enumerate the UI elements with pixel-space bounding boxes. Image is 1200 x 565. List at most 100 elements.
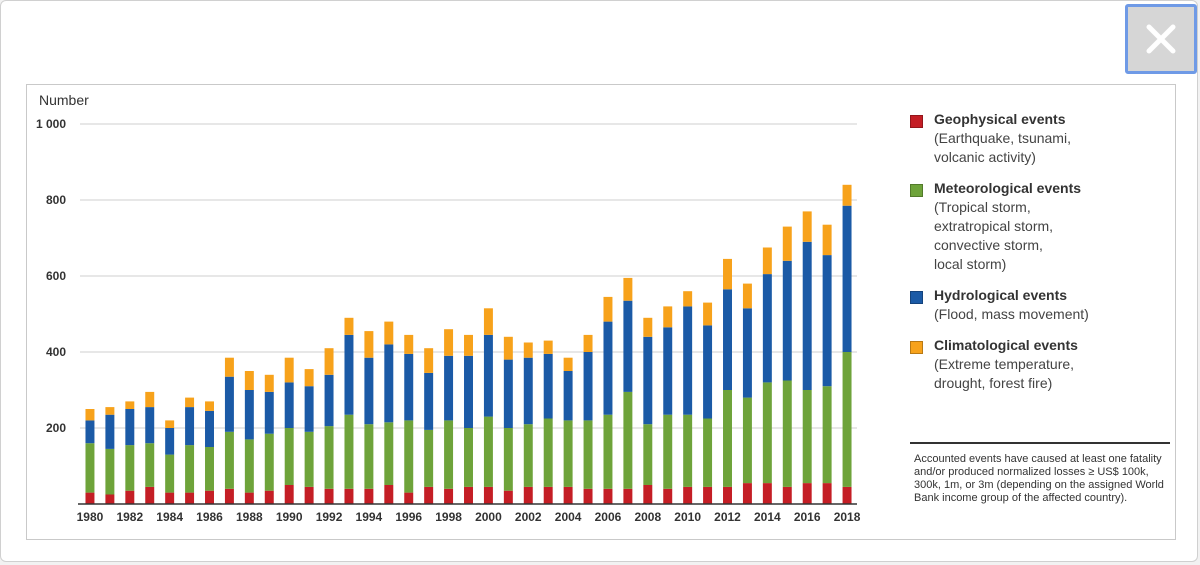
x-tick-label: 1986 bbox=[196, 510, 223, 524]
y-tick-label: 1 000 bbox=[36, 117, 66, 131]
bar-segment bbox=[683, 414, 693, 487]
legend-item-climatological: Climatological events (Extreme temperatu… bbox=[910, 336, 1170, 393]
bar-segment bbox=[264, 374, 274, 392]
bar-segment bbox=[842, 486, 852, 504]
bar-segment bbox=[842, 352, 852, 487]
bar-segment bbox=[304, 431, 314, 487]
y-axis-label: Number bbox=[39, 92, 89, 108]
bar-segment bbox=[205, 447, 214, 491]
legend-swatch-hydrological bbox=[910, 291, 923, 304]
x-tick-label: 1996 bbox=[395, 510, 422, 524]
bar-segment bbox=[703, 486, 713, 504]
bar-segment bbox=[105, 407, 115, 415]
bar-segment bbox=[583, 420, 593, 489]
bar-segment bbox=[165, 428, 175, 455]
y-tick-label: 400 bbox=[46, 345, 66, 359]
bar-segment bbox=[643, 485, 653, 504]
bar-segment bbox=[185, 445, 195, 493]
bar-segment bbox=[444, 329, 454, 356]
bar-segment bbox=[762, 274, 772, 383]
bar-segment bbox=[822, 483, 832, 504]
bar-segment bbox=[424, 486, 434, 504]
bar-segment bbox=[842, 184, 852, 206]
bar-segment bbox=[444, 420, 454, 489]
x-tick-label: 1984 bbox=[156, 510, 183, 524]
bar-segment bbox=[304, 369, 314, 387]
x-tick-label: 1994 bbox=[356, 510, 383, 524]
close-icon bbox=[1146, 24, 1176, 54]
bar-segment bbox=[85, 420, 95, 444]
bar-segment bbox=[185, 397, 195, 408]
bar-segment bbox=[344, 488, 354, 504]
x-tick-label: 2002 bbox=[515, 510, 542, 524]
legend-swatch-meteorological bbox=[910, 184, 923, 197]
bar-segment bbox=[742, 283, 752, 309]
bar-segment bbox=[483, 334, 493, 417]
bar-segment bbox=[543, 418, 553, 487]
bar-segment bbox=[304, 386, 314, 432]
bar-segment bbox=[623, 391, 633, 489]
bar-segment bbox=[643, 336, 653, 425]
bar-segment bbox=[723, 486, 732, 504]
x-tick-label: 2014 bbox=[754, 510, 781, 524]
bar-segment bbox=[464, 334, 473, 356]
chart-legend: Geophysical events (Earthquake, tsunami,… bbox=[910, 110, 1170, 405]
bar-segment bbox=[663, 327, 673, 415]
bar-segment bbox=[324, 348, 334, 375]
bar-segment bbox=[384, 321, 394, 345]
bar-segment bbox=[723, 390, 732, 487]
bar-segment bbox=[742, 308, 752, 398]
bar-segment bbox=[85, 443, 95, 493]
bar-segment bbox=[802, 483, 812, 504]
bar-segment bbox=[304, 486, 314, 504]
legend-desc: (Extreme temperature, drought, forest fi… bbox=[934, 356, 1075, 391]
bar-segment bbox=[85, 492, 95, 504]
x-tick-label: 2006 bbox=[595, 510, 622, 524]
bar-segment bbox=[264, 433, 274, 491]
bar-segment bbox=[284, 382, 294, 428]
bar-segment bbox=[723, 289, 732, 390]
bar-segment bbox=[643, 424, 653, 485]
legend-desc: (Tropical storm, extratropical storm, co… bbox=[934, 199, 1054, 272]
legend-item-geophysical: Geophysical events (Earthquake, tsunami,… bbox=[910, 110, 1170, 167]
bar-segment bbox=[483, 308, 493, 335]
chart-frame bbox=[26, 84, 1176, 540]
bar-segment bbox=[543, 486, 553, 504]
bar-segment bbox=[802, 390, 812, 484]
bar-segment bbox=[603, 321, 613, 415]
legend-title: Climatological events bbox=[934, 337, 1078, 353]
bar-segment bbox=[404, 492, 414, 504]
bar-segment bbox=[703, 418, 713, 487]
bar-segment bbox=[543, 340, 553, 354]
legend-title: Hydrological events bbox=[934, 287, 1068, 303]
bar-segment bbox=[563, 357, 573, 371]
x-tick-label: 2004 bbox=[555, 510, 582, 524]
bar-segment bbox=[424, 372, 434, 430]
bar-segment bbox=[483, 416, 493, 487]
legend-item-meteorological: Meteorological events (Tropical storm, e… bbox=[910, 179, 1170, 274]
bar-segment bbox=[563, 420, 573, 487]
bar-segment bbox=[125, 409, 135, 446]
bar-segment bbox=[503, 359, 513, 428]
bar-segment bbox=[683, 306, 693, 415]
bar-segment bbox=[523, 486, 533, 504]
x-tick-label: 1982 bbox=[116, 510, 143, 524]
bar-segment bbox=[205, 490, 214, 504]
bar-segment bbox=[145, 407, 155, 444]
y-tick-label: 200 bbox=[46, 421, 66, 435]
note-divider bbox=[910, 442, 1170, 444]
legend-item-hydrological: Hydrological events (Flood, mass movemen… bbox=[910, 286, 1170, 324]
bar-segment bbox=[742, 483, 752, 504]
bar-segment bbox=[703, 302, 713, 326]
bar-segment bbox=[324, 374, 334, 427]
x-tick-label: 2010 bbox=[674, 510, 701, 524]
x-tick-label: 1990 bbox=[276, 510, 303, 524]
bar-segment bbox=[344, 317, 354, 335]
stacked-bar-chart: 200 400 600 800 1 000 Number 1980 1982 1984 1986 1… bbox=[36, 92, 861, 524]
bar-segment bbox=[603, 488, 613, 504]
bar-segment bbox=[782, 486, 792, 504]
x-tick-label: 2018 bbox=[834, 510, 861, 524]
bar-segment bbox=[563, 486, 573, 504]
close-button[interactable] bbox=[1125, 4, 1197, 74]
chart-note: Accounted events have caused at least on… bbox=[914, 453, 1164, 504]
